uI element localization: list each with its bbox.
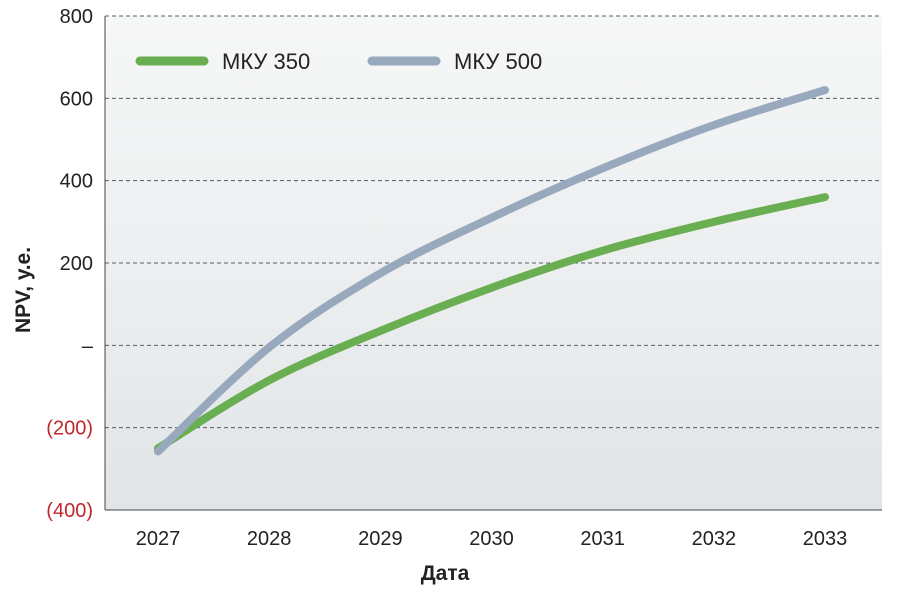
legend-label-2: МКУ 500 [454, 49, 542, 74]
x-tick-label: 2031 [580, 528, 625, 550]
y-tick-label: 200 [60, 253, 93, 275]
x-tick-labels: 2027 2028 2029 2030 2031 2032 2033 [136, 528, 848, 550]
legend: МКУ 350 МКУ 500 [135, 49, 542, 74]
y-tick-label: 600 [60, 88, 93, 110]
x-tick-label: 2029 [358, 528, 403, 550]
x-tick-label: 2032 [692, 528, 737, 550]
series-lines [154, 86, 829, 456]
y-axis-title: NPV, у.е. [12, 247, 35, 333]
y-tick-labels: 800 600 400 200 – (200) (400) [46, 6, 94, 522]
y-tick-label: – [82, 335, 94, 357]
x-tick-label: 2030 [469, 528, 514, 550]
legend-label-1: МКУ 350 [222, 49, 310, 74]
y-tick-label: (400) [46, 500, 93, 522]
x-tick-label: 2033 [803, 528, 848, 550]
x-axis-title: Дата [421, 562, 470, 585]
grid-lines [105, 15, 882, 429]
y-tick-label: 400 [60, 171, 93, 193]
x-tick-label: 2028 [247, 528, 292, 550]
y-tick-label: 800 [60, 6, 93, 28]
x-tick-label: 2027 [136, 528, 181, 550]
series-line-2 [154, 86, 829, 456]
series-line-1 [154, 193, 829, 453]
y-tick-label: (200) [46, 418, 93, 440]
